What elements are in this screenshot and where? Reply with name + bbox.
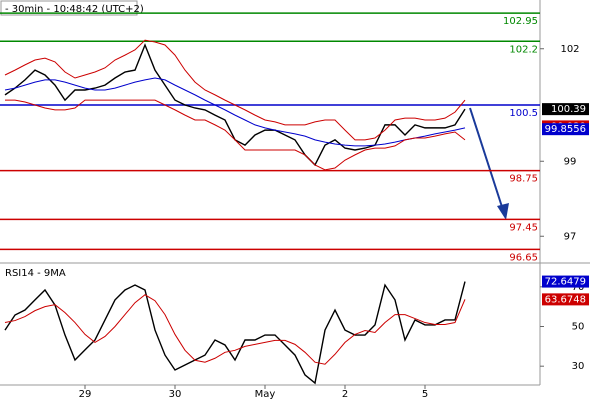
- header-box: [0, 0, 138, 16]
- x-tick-label: May: [255, 389, 276, 400]
- tag-box: [542, 293, 589, 306]
- tag-label: 99.8556: [545, 124, 586, 135]
- price-tag: 63.6748: [542, 293, 589, 306]
- series-line: [4, 39, 466, 141]
- level-label: 96.65: [509, 252, 538, 263]
- tag-box: [542, 275, 589, 288]
- level-label: 98.75: [509, 174, 538, 185]
- level-label: 102.95: [503, 16, 538, 27]
- x-tick-label: 29: [79, 389, 92, 400]
- x-tick-label: 5: [422, 389, 428, 400]
- y-tick-label: 102: [560, 44, 579, 55]
- y-tick-label: 99: [564, 156, 577, 167]
- tag-label: 63.6748: [545, 294, 586, 305]
- price-tag: 72.6479: [542, 275, 589, 288]
- y-tick-label: 97: [564, 231, 577, 242]
- tag-label: 100.39: [551, 104, 586, 115]
- level-label: 100.5: [509, 108, 538, 119]
- series-line: [4, 281, 466, 385]
- series-line: [4, 294, 466, 365]
- y-tick-label: 50: [572, 322, 585, 333]
- tag-box: [542, 123, 589, 136]
- arrow: [469, 107, 504, 211]
- level-label: 97.45: [509, 222, 538, 233]
- price-tag: 99.8556: [542, 123, 589, 136]
- arrow-head: [497, 203, 509, 220]
- tag-label: 72.6479: [545, 277, 586, 288]
- price-tag: 100.39: [542, 103, 589, 116]
- rsi-title: RSI14 - 9MA: [5, 268, 66, 279]
- header: - 30min - 10:48:42 (UTC+2): [5, 4, 144, 15]
- series-line: [5, 99, 466, 171]
- level-label: 102.2: [509, 44, 538, 55]
- series-line: [4, 77, 466, 147]
- x-tick-label: 30: [169, 389, 182, 400]
- x-tick-label: 2: [342, 389, 348, 400]
- tag-box: [542, 103, 589, 116]
- y-tick-label: 30: [572, 361, 585, 372]
